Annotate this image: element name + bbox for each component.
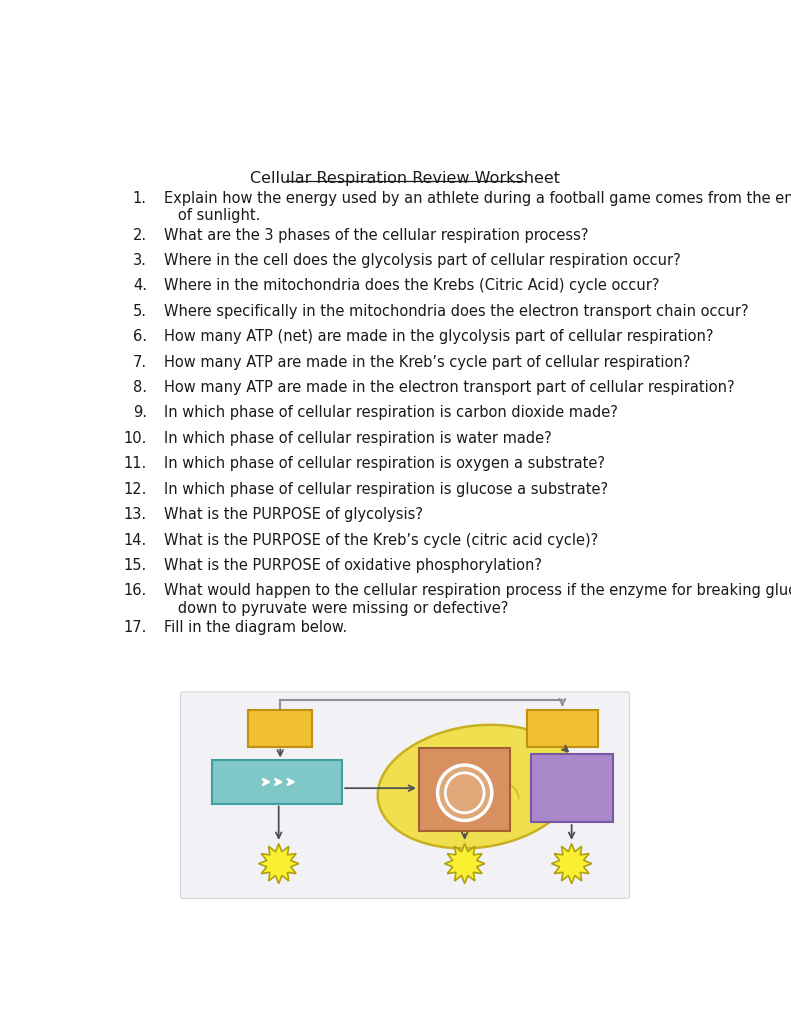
Text: 5.: 5. [133,304,147,318]
Polygon shape [445,844,485,884]
Text: In which phase of cellular respiration is glucose a substrate?: In which phase of cellular respiration i… [164,481,608,497]
Text: 16.: 16. [123,584,147,598]
Text: Explain how the energy used by an athlete during a football game comes from the : Explain how the energy used by an athlet… [164,190,791,223]
Ellipse shape [378,725,577,849]
Text: What is the PURPOSE of glycolysis?: What is the PURPOSE of glycolysis? [164,507,423,522]
Text: 13.: 13. [124,507,147,522]
Text: What would happen to the cellular respiration process if the enzyme for breaking: What would happen to the cellular respir… [164,584,791,615]
Text: 12.: 12. [123,481,147,497]
Bar [212,761,343,804]
Text: How many ATP are made in the electron transport part of cellular respiration?: How many ATP are made in the electron tr… [164,380,735,395]
Text: 17.: 17. [123,621,147,635]
Text: 9.: 9. [133,406,147,421]
Text: Fill in the diagram below.: Fill in the diagram below. [164,621,347,635]
Bar [532,755,613,822]
Text: 4.: 4. [133,279,147,294]
Text: How many ATP are made in the Kreb’s cycle part of cellular respiration?: How many ATP are made in the Kreb’s cycl… [164,354,691,370]
FancyBboxPatch shape [180,692,630,898]
Polygon shape [259,844,299,884]
Text: In which phase of cellular respiration is water made?: In which phase of cellular respiration i… [164,431,552,445]
Bar [419,749,510,831]
Text: Where in the cell does the glycolysis part of cellular respiration occur?: Where in the cell does the glycolysis pa… [164,253,681,268]
Text: 1.: 1. [133,190,147,206]
Text: 6.: 6. [133,330,147,344]
Bar [527,710,598,746]
Text: Where in the mitochondria does the Krebs (Citric Acid) cycle occur?: Where in the mitochondria does the Krebs… [164,279,660,294]
Text: Cellular Respiration Review Worksheet: Cellular Respiration Review Worksheet [250,171,560,185]
Text: 11.: 11. [123,457,147,471]
Text: 8.: 8. [133,380,147,395]
Text: 10.: 10. [123,431,147,445]
Polygon shape [551,844,592,884]
Ellipse shape [437,765,492,820]
Text: 14.: 14. [123,532,147,548]
Text: In which phase of cellular respiration is carbon dioxide made?: In which phase of cellular respiration i… [164,406,618,421]
Text: 2.: 2. [133,227,147,243]
Text: In which phase of cellular respiration is oxygen a substrate?: In which phase of cellular respiration i… [164,457,605,471]
Text: What are the 3 phases of the cellular respiration process?: What are the 3 phases of the cellular re… [164,227,589,243]
Text: 7.: 7. [133,354,147,370]
Text: How many ATP (net) are made in the glycolysis part of cellular respiration?: How many ATP (net) are made in the glyco… [164,330,713,344]
Text: 3.: 3. [133,253,147,268]
Bar [248,710,312,746]
Text: 15.: 15. [123,558,147,573]
Text: Where specifically in the mitochondria does the electron transport chain occur?: Where specifically in the mitochondria d… [164,304,748,318]
Text: What is the PURPOSE of oxidative phosphorylation?: What is the PURPOSE of oxidative phospho… [164,558,542,573]
Text: What is the PURPOSE of the Kreb’s cycle (citric acid cycle)?: What is the PURPOSE of the Kreb’s cycle … [164,532,598,548]
